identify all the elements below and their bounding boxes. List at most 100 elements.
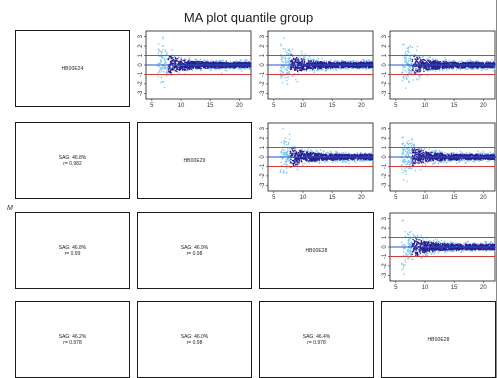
- ma-point: [189, 61, 191, 64]
- ma-point: [371, 61, 374, 64]
- x-tick-label: 20: [236, 103, 243, 109]
- ma-point: [160, 53, 163, 55]
- stat-r: r= 0.98: [186, 250, 203, 257]
- ma-point: [218, 61, 221, 63]
- ma-point: [286, 171, 288, 174]
- ma-point: [180, 56, 182, 59]
- ma-point: [468, 65, 471, 67]
- ma-point: [282, 153, 284, 156]
- ma-point: [472, 65, 475, 68]
- ma-point: [346, 66, 349, 68]
- ma-point: [158, 50, 161, 52]
- ma-point: [170, 57, 173, 60]
- ma-point: [193, 62, 196, 64]
- ma-point: [365, 61, 368, 63]
- ma-point: [335, 150, 337, 153]
- ma-point: [219, 59, 221, 62]
- ma-point: [460, 59, 462, 62]
- ma-point: [452, 66, 454, 68]
- ma-point: [164, 62, 166, 65]
- ma-point: [289, 152, 292, 154]
- ma-point: [320, 151, 323, 154]
- ma-point: [192, 67, 195, 70]
- ma-point: [364, 63, 367, 65]
- ma-point: [345, 59, 348, 62]
- ma-point: [311, 152, 313, 154]
- y-tick-label: -3: [260, 90, 266, 96]
- ma-point: [288, 65, 290, 67]
- ma-point: [229, 67, 232, 70]
- ma-point: [337, 152, 340, 154]
- ma-point: [172, 57, 174, 59]
- ma-point: [312, 65, 315, 68]
- ma-point: [471, 68, 474, 70]
- stat-cell: SAG: 46.4% r= 0.978: [259, 301, 374, 378]
- ma-point: [311, 67, 313, 70]
- ma-point: [356, 60, 358, 63]
- ma-point: [419, 60, 421, 62]
- ma-point: [215, 69, 217, 71]
- ma-point: [457, 63, 460, 65]
- ma-point: [285, 172, 287, 175]
- ma-point: [480, 65, 482, 68]
- ma-point: [407, 46, 410, 49]
- ma-point: [171, 67, 174, 70]
- ma-point: [330, 66, 332, 69]
- ma-point: [289, 53, 291, 55]
- ma-point: [302, 163, 304, 165]
- ma-point: [200, 68, 202, 71]
- y-tick-label: 2: [138, 44, 144, 48]
- ma-point: [309, 60, 311, 62]
- ma-point: [478, 61, 480, 63]
- ma-point: [411, 70, 413, 73]
- ma-point: [401, 68, 404, 70]
- ma-point: [407, 51, 410, 54]
- ma-point: [332, 68, 335, 70]
- ma-point: [170, 61, 173, 63]
- ma-point: [235, 66, 238, 68]
- ma-point: [176, 66, 178, 69]
- ma-point: [486, 68, 488, 71]
- ma-point: [310, 149, 312, 151]
- ma-point: [279, 171, 282, 174]
- ma-point: [210, 69, 212, 72]
- ma-point: [303, 62, 306, 64]
- ma-point: [163, 58, 166, 61]
- ma-point: [441, 60, 444, 62]
- ma-point: [427, 65, 429, 68]
- ma-point: [339, 63, 342, 65]
- ma-point: [305, 70, 308, 72]
- ma-point: [169, 72, 172, 74]
- ma-point: [222, 67, 224, 70]
- ma-point: [447, 63, 450, 65]
- ma-point: [303, 69, 305, 71]
- ma-point: [412, 79, 414, 81]
- ma-point: [403, 77, 405, 80]
- ma-point: [300, 58, 303, 60]
- ma-point: [280, 141, 283, 143]
- ma-point: [310, 66, 312, 69]
- ma-point: [405, 76, 408, 79]
- ma-point: [485, 63, 488, 65]
- ma-point: [434, 70, 436, 73]
- ma-point: [286, 72, 288, 75]
- ma-point: [403, 66, 406, 69]
- ma-point: [424, 59, 426, 62]
- ma-point: [320, 61, 322, 64]
- ma-point: [407, 48, 410, 50]
- ma-point: [409, 56, 411, 58]
- ma-point: [436, 62, 438, 64]
- ma-point: [334, 60, 337, 63]
- ma-point: [404, 74, 406, 77]
- ma-point: [161, 57, 164, 59]
- ma-point: [156, 72, 159, 74]
- ma-point: [197, 66, 199, 68]
- ma-point: [408, 57, 410, 60]
- ma-point: [473, 67, 475, 70]
- ma-point: [432, 58, 435, 61]
- ma-point: [418, 57, 421, 59]
- ma-point: [416, 70, 419, 72]
- ma-point: [448, 68, 450, 70]
- ma-point: [180, 66, 183, 69]
